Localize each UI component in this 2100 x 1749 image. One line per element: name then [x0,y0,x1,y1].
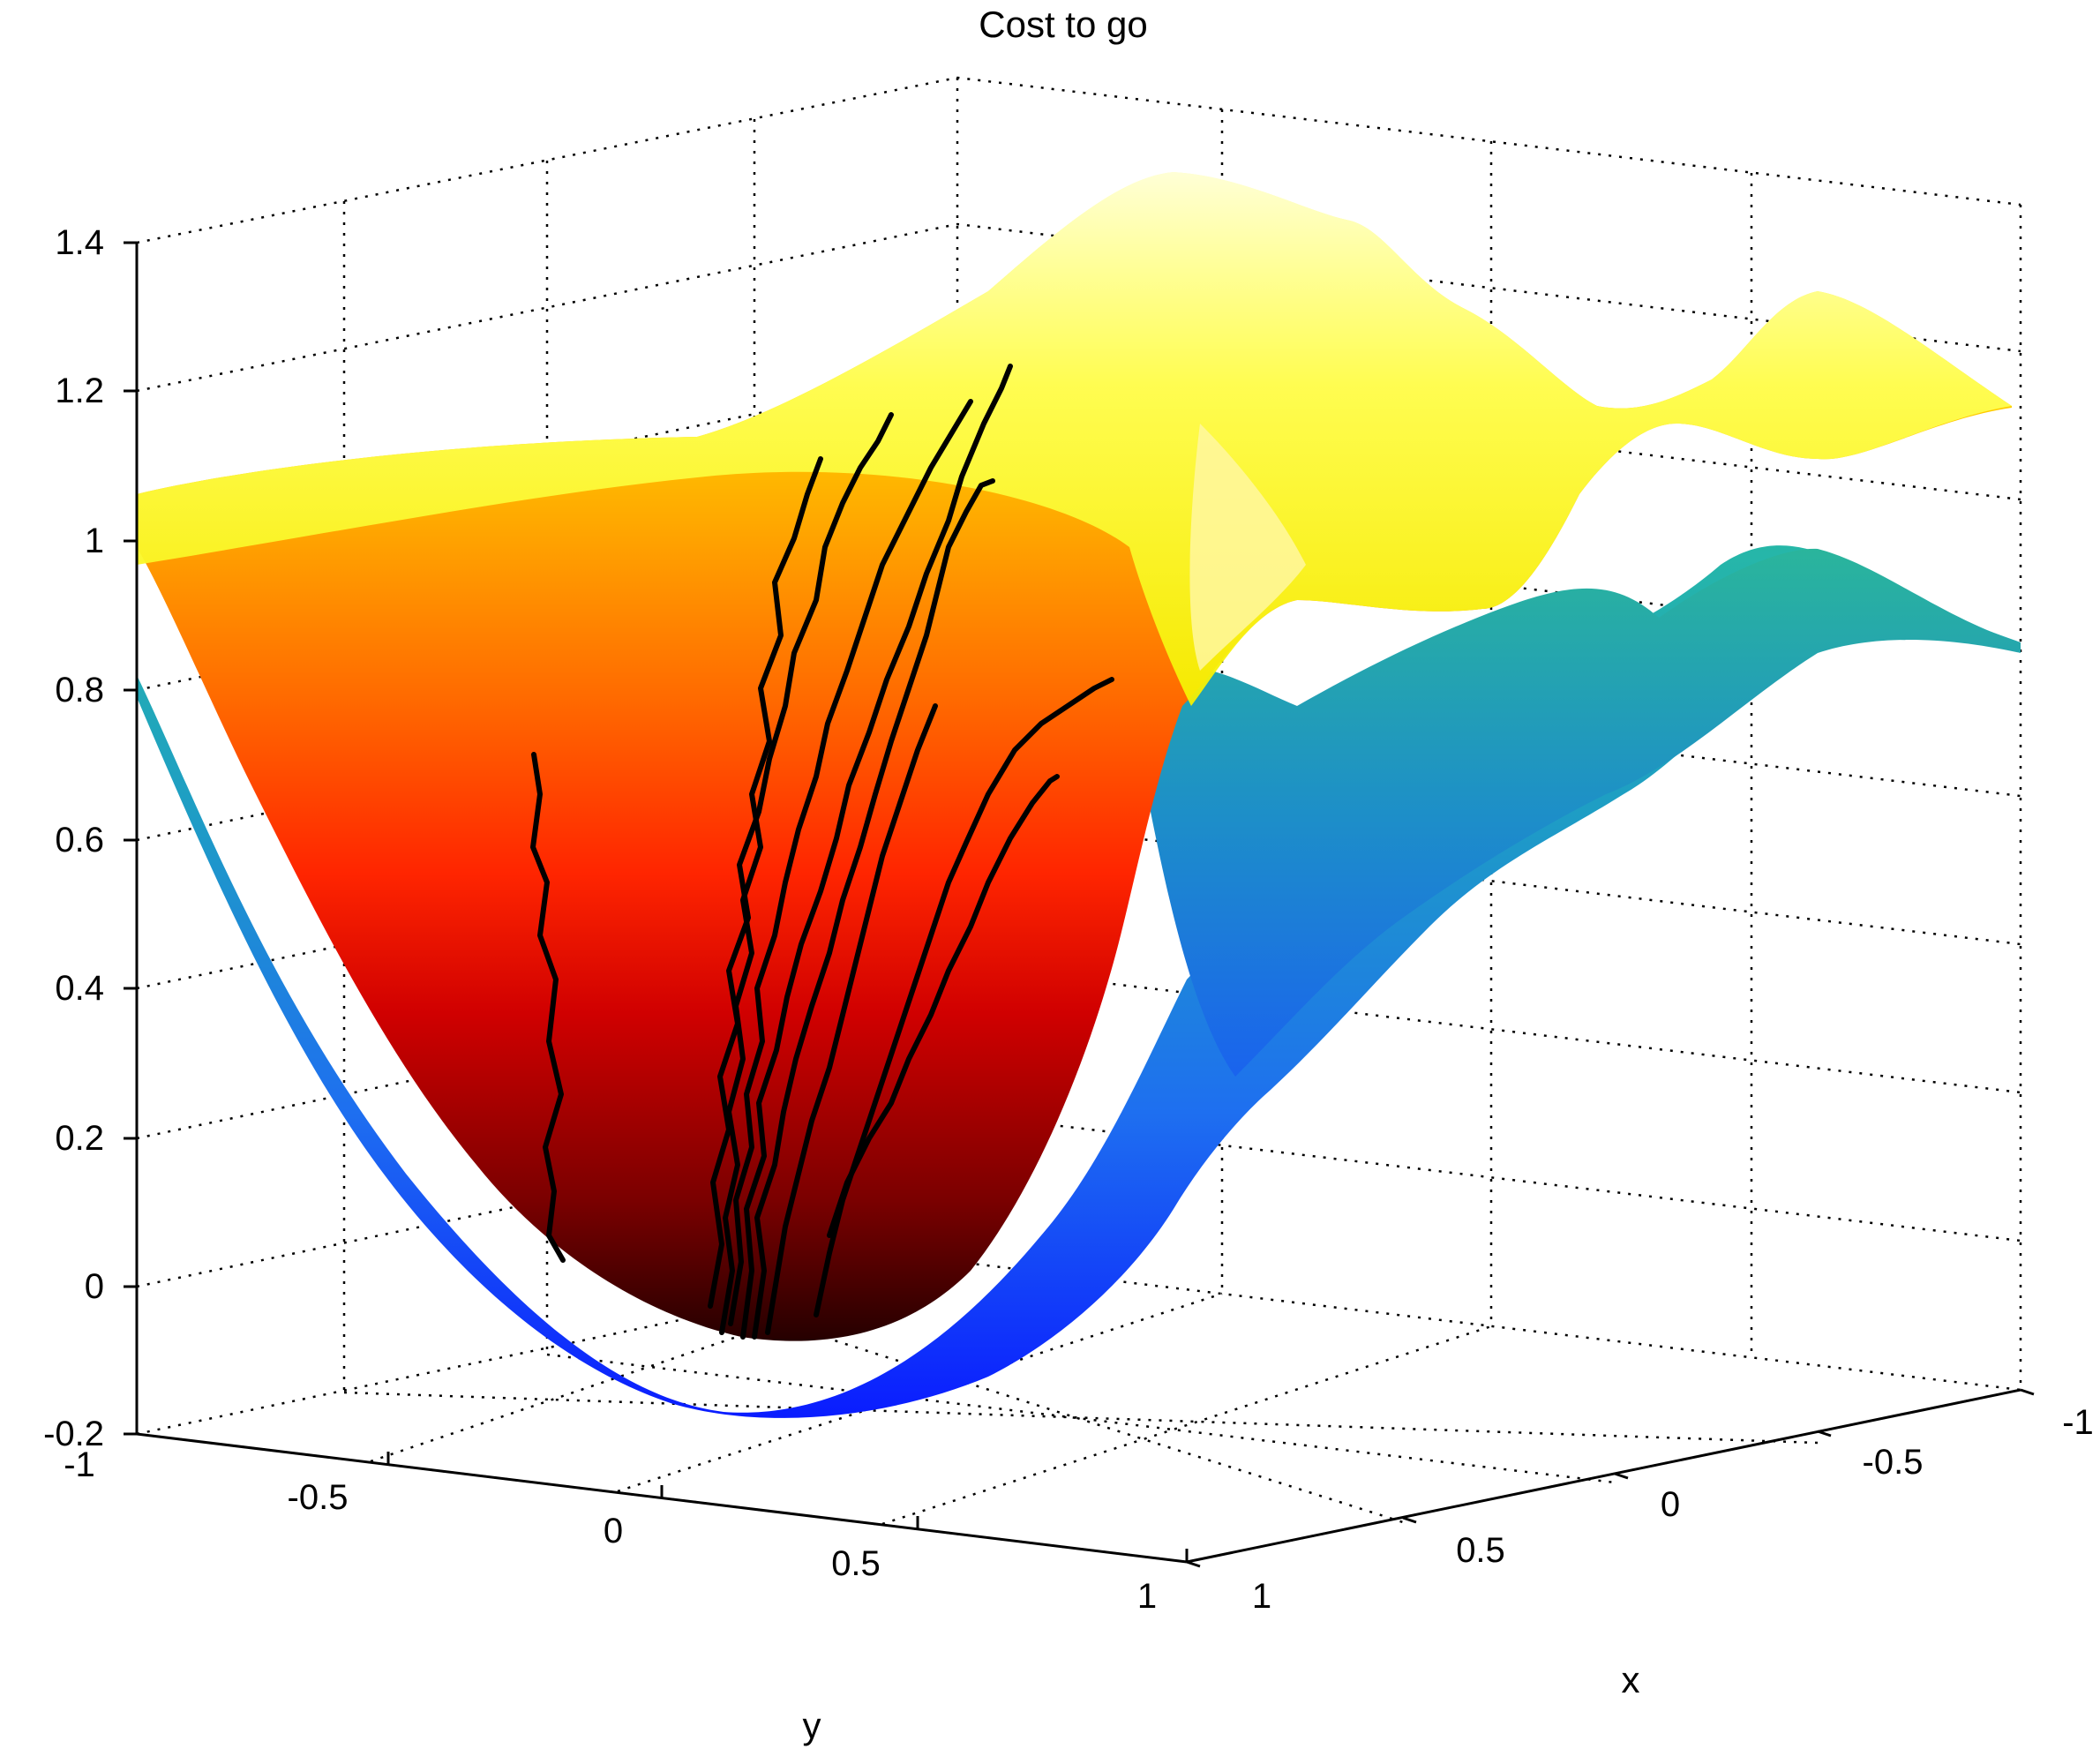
lower-surface [137,545,2021,1418]
trajectory-9 [827,774,1060,1238]
axes [124,241,2035,1568]
z-tick-label: 0.2 [55,1119,104,1158]
trajectory-2 [719,456,823,1335]
z-tick-label: 1 [85,522,104,560]
y-tick-labels: -1 -0.5 0 0.5 1 [64,1445,1157,1616]
y-tick-label: 1 [1137,1577,1157,1616]
x-tick-label: 0.5 [1456,1531,1505,1570]
y-tick-label: -1 [64,1445,95,1484]
z-tick-label: 0.4 [55,969,104,1008]
z-tick-label: 0.8 [55,671,104,709]
z-tick-label: 0.6 [55,821,104,859]
x-tick-label: -0.5 [1863,1443,1924,1482]
y-tick-label: -0.5 [288,1478,349,1517]
trajectory-3 [708,412,894,1309]
trajectory-4 [728,399,973,1326]
trajectories [530,364,1114,1340]
trajectory-7 [765,703,938,1335]
chart-title: Cost to go [979,4,1147,45]
y-tick-label: 0.5 [831,1544,881,1583]
z-tick-label: -0.2 [43,1415,104,1453]
z-tick-label: 1.4 [55,223,104,262]
trajectory-6 [752,478,995,1340]
upper-surface [137,172,2012,1341]
x-tick-label: -1 [2062,1403,2094,1442]
x-axis-line [1186,1388,2021,1564]
z-tick-label: 1.2 [55,372,104,410]
trajectory-5 [740,364,1013,1340]
z-tick-label: 0 [85,1267,104,1306]
x-tick-label: 0 [1661,1485,1680,1524]
trajectory-1 [530,752,566,1263]
x-tick-label: 1 [1252,1577,1271,1616]
x-tick-labels: 1 0.5 0 -0.5 -1 [1252,1403,2094,1616]
y-tick-label: 0 [604,1512,623,1550]
x-axis-label: x [1622,1659,1640,1700]
y-axis-label: y [803,1705,821,1746]
z-tick-labels: 1.4 1.2 1 0.8 0.6 0.4 0.2 0 -0.2 [43,223,104,1453]
